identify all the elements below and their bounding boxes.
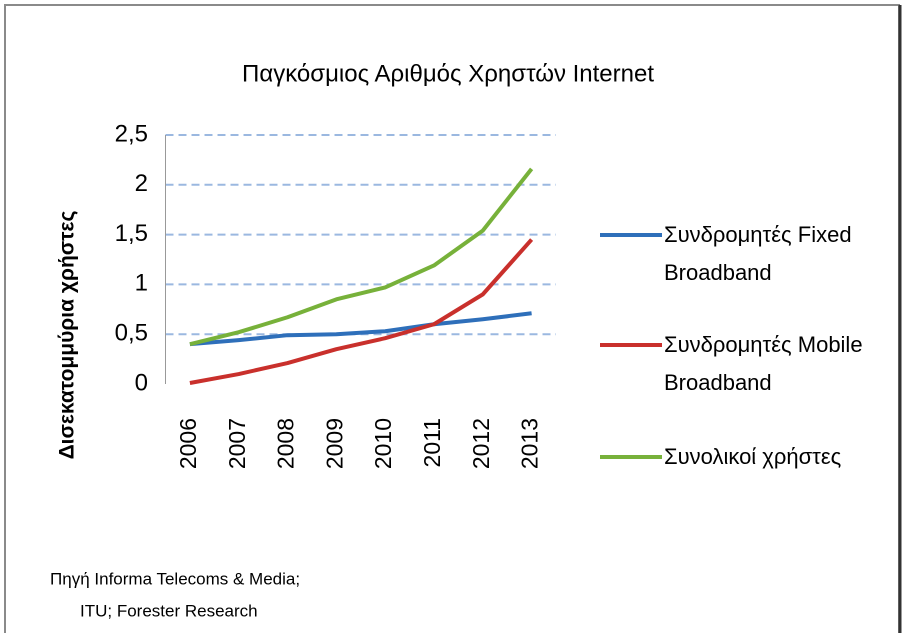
y-tick-label: 0,5 — [115, 320, 148, 347]
source-line: ITU; Forester Research — [80, 601, 258, 620]
x-tick-label: 2007 — [224, 418, 250, 469]
chart-title: Παγκόσμιος Αριθμός Χρηστών Internet — [242, 60, 654, 87]
y-axis-label: Δισεκατομμύρια χρήστες — [56, 211, 79, 460]
source-line: Πηγή Informa Telecoms & Media; — [50, 569, 300, 588]
legend-label: Συνδρομητές Mobile Broadband — [664, 332, 863, 395]
x-tick-label: 2013 — [517, 418, 543, 469]
x-tick-label: 2009 — [321, 418, 347, 469]
y-tick-label: 1,5 — [115, 220, 148, 247]
x-tick-label: 2006 — [175, 418, 201, 469]
x-tick-label: 2008 — [273, 418, 299, 469]
y-tick-label: 1 — [135, 270, 148, 297]
y-tick-label: 0 — [135, 369, 148, 396]
x-tick-label: 2011 — [419, 418, 445, 467]
series-line — [189, 311, 532, 347]
series-line — [189, 167, 534, 347]
y-tick-label: 2 — [135, 170, 148, 197]
series-line — [189, 238, 534, 385]
legend-label: Συνδρομητές Fixed Broadband — [664, 222, 852, 285]
legend-label: Συνολικοί χρήστες — [664, 444, 842, 469]
x-tick-label: 2012 — [468, 418, 494, 469]
x-tick-label: 2010 — [370, 418, 396, 469]
y-tick-label: 2,5 — [115, 120, 148, 147]
frame-border — [4, 4, 900, 633]
